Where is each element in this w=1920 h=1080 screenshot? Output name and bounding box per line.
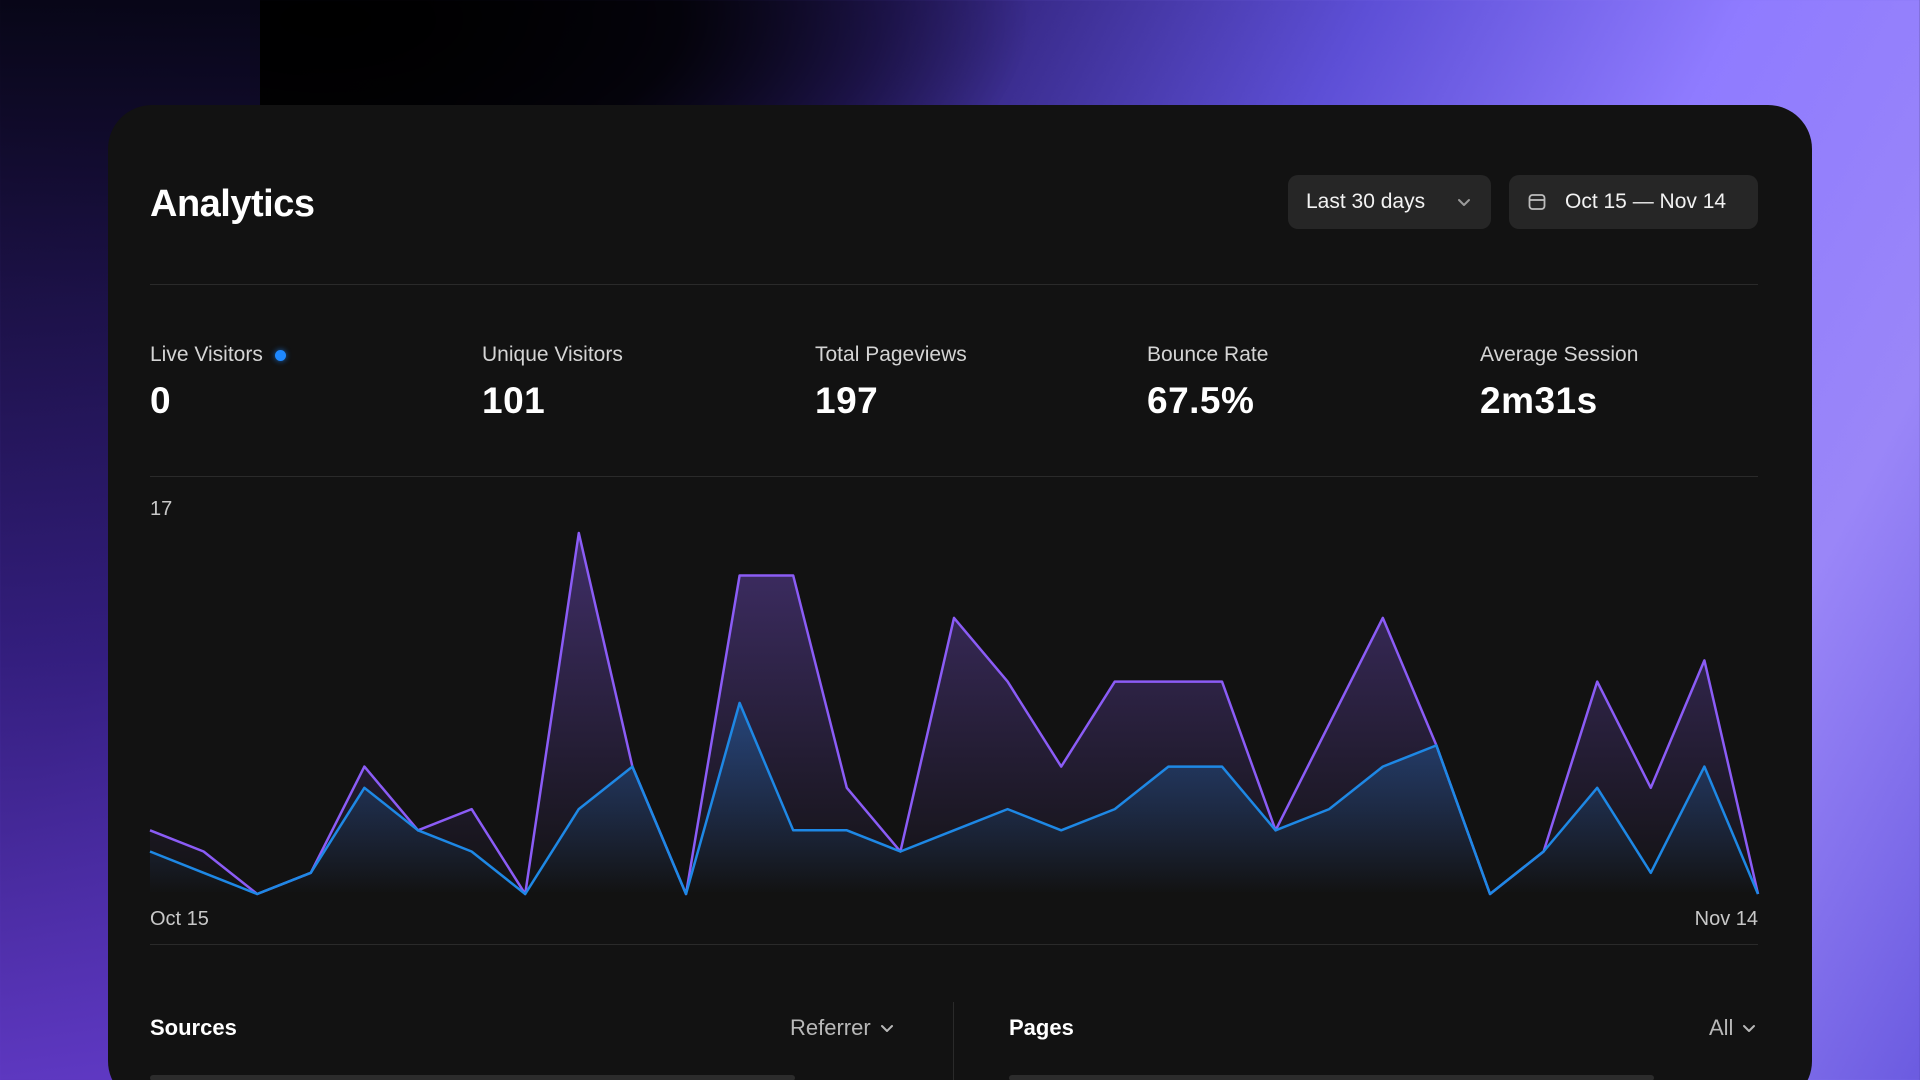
data-point[interactable] bbox=[1111, 678, 1119, 686]
data-point[interactable] bbox=[1325, 720, 1333, 728]
data-point[interactable] bbox=[950, 614, 958, 622]
x-axis-start-label: Oct 15 bbox=[150, 908, 209, 930]
data-point[interactable] bbox=[628, 763, 636, 771]
pages-filter-dropdown[interactable]: All bbox=[1709, 1015, 1757, 1041]
pages-row-bar bbox=[1009, 1075, 1654, 1080]
data-point[interactable] bbox=[468, 805, 476, 813]
stat-value: 0 bbox=[150, 380, 172, 421]
series-line-1 bbox=[149, 701, 1760, 896]
stat-bounce-rate: Bounce Rate 67.5% bbox=[1147, 340, 1268, 422]
stat-unique-visitors: Unique Visitors 101 bbox=[482, 340, 623, 422]
header-controls: Last 30 days Oct 15 — Nov 14 bbox=[1288, 175, 1758, 229]
chevron-down-icon bbox=[1743, 1025, 1756, 1032]
header: Analytics Last 30 days Oct 15 — Nov 14 bbox=[150, 175, 1758, 233]
data-point[interactable] bbox=[414, 826, 422, 834]
data-point[interactable] bbox=[682, 890, 690, 898]
chart-divider bbox=[150, 944, 1758, 945]
data-point[interactable] bbox=[1057, 763, 1065, 771]
data-point[interactable] bbox=[950, 826, 958, 834]
stat-label: Live Visitors bbox=[150, 343, 263, 366]
data-point[interactable] bbox=[1218, 678, 1226, 686]
data-point[interactable] bbox=[1647, 784, 1655, 792]
date-range-picker[interactable]: Oct 15 — Nov 14 bbox=[1509, 175, 1758, 229]
data-point[interactable] bbox=[789, 571, 797, 579]
stat-value: 67.5% bbox=[1147, 380, 1255, 421]
data-point[interactable] bbox=[789, 826, 797, 834]
stat-label: Total Pageviews bbox=[815, 343, 967, 366]
data-point[interactable] bbox=[521, 890, 529, 898]
stats-row: Live Visitors 0 Unique Visitors 101 Tota… bbox=[150, 340, 1758, 430]
chevron-down-icon bbox=[1458, 199, 1470, 206]
stat-label: Bounce Rate bbox=[1147, 343, 1269, 366]
data-point[interactable] bbox=[1486, 890, 1494, 898]
chevron-down-icon bbox=[880, 1025, 893, 1032]
stat-live-visitors: Live Visitors 0 bbox=[150, 340, 286, 422]
data-point[interactable] bbox=[1700, 656, 1708, 664]
data-point[interactable] bbox=[736, 571, 744, 579]
data-point[interactable] bbox=[200, 848, 208, 856]
stat-total-pageviews: Total Pageviews 197 bbox=[815, 340, 967, 422]
sources-filter-label: Referrer bbox=[790, 1015, 871, 1040]
range-select-label: Last 30 days bbox=[1306, 190, 1426, 213]
data-point[interactable] bbox=[1111, 805, 1119, 813]
chart-svg bbox=[149, 529, 1760, 898]
data-point[interactable] bbox=[1004, 805, 1012, 813]
data-point[interactable] bbox=[1593, 678, 1601, 686]
date-range-label: Oct 15 — Nov 14 bbox=[1565, 190, 1727, 213]
data-point[interactable] bbox=[575, 805, 583, 813]
series-area-1 bbox=[150, 702, 1758, 894]
data-point[interactable] bbox=[1004, 678, 1012, 686]
stat-label: Average Session bbox=[1480, 343, 1639, 366]
live-indicator-dot bbox=[274, 349, 286, 361]
data-point[interactable] bbox=[253, 890, 261, 898]
stat-label: Unique Visitors bbox=[482, 343, 623, 366]
pages-title: Pages bbox=[1009, 1015, 1074, 1040]
data-point[interactable] bbox=[575, 529, 583, 537]
stat-average-session: Average Session 2m31s bbox=[1480, 340, 1638, 422]
data-point[interactable] bbox=[1218, 763, 1226, 771]
sources-title: Sources bbox=[150, 1015, 237, 1040]
range-select[interactable]: Last 30 days bbox=[1288, 175, 1491, 229]
y-axis-max-label: 17 bbox=[150, 498, 173, 520]
data-point[interactable] bbox=[1593, 784, 1601, 792]
data-point[interactable] bbox=[1325, 805, 1333, 813]
page-title: Analytics bbox=[150, 183, 315, 225]
data-point[interactable] bbox=[843, 784, 851, 792]
data-point[interactable] bbox=[146, 848, 154, 856]
data-point[interactable] bbox=[736, 699, 744, 707]
data-point[interactable] bbox=[146, 826, 154, 834]
stat-value: 101 bbox=[482, 380, 546, 421]
data-point[interactable] bbox=[1432, 741, 1440, 749]
sources-row-bar bbox=[150, 1075, 795, 1080]
data-point[interactable] bbox=[360, 784, 368, 792]
section-separator bbox=[953, 1002, 954, 1080]
analytics-panel: Analytics Last 30 days Oct 15 — Nov 14 L… bbox=[108, 105, 1812, 1080]
data-point[interactable] bbox=[896, 848, 904, 856]
calendar-icon bbox=[1528, 194, 1546, 210]
data-point[interactable] bbox=[1379, 763, 1387, 771]
x-axis-end-label: Nov 14 bbox=[1694, 908, 1758, 930]
pages-filter-label: All bbox=[1709, 1015, 1734, 1040]
data-point[interactable] bbox=[1272, 826, 1280, 834]
data-point[interactable] bbox=[200, 869, 208, 877]
header-divider bbox=[150, 284, 1758, 285]
stats-divider bbox=[150, 476, 1758, 477]
sources-filter-dropdown[interactable]: Referrer bbox=[790, 1015, 895, 1041]
data-point[interactable] bbox=[843, 826, 851, 834]
data-point[interactable] bbox=[1754, 890, 1762, 898]
stat-value: 197 bbox=[815, 380, 879, 421]
data-point[interactable] bbox=[1700, 763, 1708, 771]
data-point[interactable] bbox=[360, 763, 368, 771]
data-point[interactable] bbox=[307, 869, 315, 877]
data-point[interactable] bbox=[1379, 614, 1387, 622]
data-point[interactable] bbox=[1647, 869, 1655, 877]
stat-value: 2m31s bbox=[1480, 380, 1598, 421]
data-point[interactable] bbox=[1057, 826, 1065, 834]
data-point[interactable] bbox=[1164, 763, 1172, 771]
data-point[interactable] bbox=[468, 848, 476, 856]
data-point[interactable] bbox=[1540, 848, 1548, 856]
visitors-chart[interactable]: 17 Oct 15 Nov 14 bbox=[149, 488, 1760, 948]
data-point[interactable] bbox=[1164, 678, 1172, 686]
